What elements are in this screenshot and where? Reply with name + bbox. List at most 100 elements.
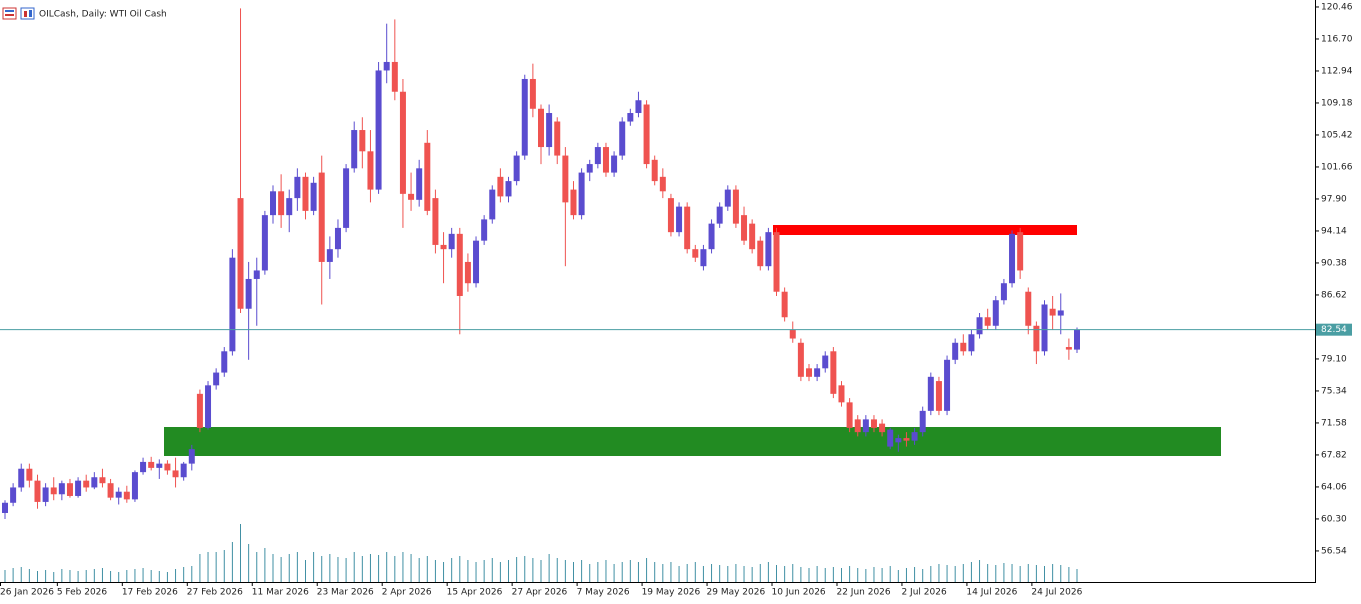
candle-body bbox=[757, 240, 764, 267]
x-tick-label: 2 Jul 2026 bbox=[901, 588, 946, 598]
candle-body bbox=[578, 172, 585, 216]
candle-body bbox=[237, 198, 244, 309]
candle-body bbox=[464, 261, 471, 284]
candle-body bbox=[1065, 347, 1072, 350]
candle-body bbox=[960, 342, 967, 352]
candle-body bbox=[270, 191, 276, 216]
candle-body bbox=[781, 291, 788, 318]
candle-body bbox=[586, 164, 593, 173]
candle-body bbox=[732, 189, 739, 224]
y-tick-label: 101.66 bbox=[1321, 162, 1353, 172]
candle-body bbox=[351, 130, 358, 169]
candle-body bbox=[806, 368, 812, 377]
candle-body bbox=[432, 198, 439, 245]
x-tick-label: 14 Jul 2026 bbox=[966, 588, 1017, 598]
resistance-zone bbox=[773, 225, 1077, 235]
candle-body bbox=[42, 487, 49, 502]
candle-body bbox=[58, 483, 65, 495]
candle-body bbox=[1017, 232, 1024, 271]
candle-body bbox=[261, 215, 268, 271]
candle-body bbox=[554, 121, 561, 156]
candle-body bbox=[1025, 291, 1032, 326]
y-tick-label: 112.94 bbox=[1321, 66, 1353, 76]
candle-body bbox=[1009, 233, 1016, 284]
candle-body bbox=[50, 487, 57, 495]
candle-body bbox=[416, 168, 423, 200]
y-tick-label: 79.10 bbox=[1321, 354, 1347, 364]
x-tick-label: 24 Jul 2026 bbox=[1031, 588, 1082, 598]
y-tick-label: 75.34 bbox=[1321, 386, 1347, 396]
candle-body bbox=[716, 206, 723, 224]
candle-body bbox=[148, 461, 155, 468]
candle-body bbox=[140, 461, 147, 473]
icon bbox=[5, 10, 14, 12]
candle-body bbox=[976, 317, 983, 335]
candle-body bbox=[164, 463, 171, 471]
x-tick-label: 27 Feb 2026 bbox=[187, 588, 243, 598]
icon bbox=[5, 14, 14, 16]
candle-body bbox=[318, 172, 325, 262]
candle-body bbox=[676, 206, 683, 233]
candle-body bbox=[879, 423, 886, 433]
candle-body bbox=[627, 113, 634, 122]
candle-body bbox=[927, 376, 934, 411]
candle-body bbox=[684, 206, 691, 250]
y-tick-label: 120.46 bbox=[1321, 2, 1353, 12]
candle-body bbox=[302, 176, 309, 211]
candle-body bbox=[26, 468, 33, 481]
candle-body bbox=[497, 176, 504, 197]
chart-title: OILCash, Daily: WTI Oil Cash bbox=[39, 10, 167, 20]
candle-body bbox=[1049, 308, 1056, 316]
candle-body bbox=[570, 189, 577, 216]
candle-body bbox=[513, 155, 520, 182]
candle-body bbox=[1041, 304, 1048, 352]
candle-body bbox=[18, 468, 25, 488]
y-tick-label: 97.90 bbox=[1321, 194, 1347, 204]
candle-body bbox=[383, 61, 390, 71]
candle-body bbox=[619, 121, 626, 156]
candle-body bbox=[196, 393, 203, 428]
candle-body bbox=[367, 151, 374, 190]
candle-body bbox=[107, 483, 114, 498]
candle-body bbox=[602, 147, 609, 173]
candle-body bbox=[919, 410, 926, 433]
candle-body bbox=[968, 334, 975, 352]
last-price-label: 82.54 bbox=[1321, 325, 1347, 335]
y-tick-label: 90.38 bbox=[1321, 258, 1347, 268]
candle-body bbox=[1000, 283, 1007, 301]
candle-body bbox=[213, 372, 220, 386]
candle-body bbox=[399, 91, 406, 194]
candle-body bbox=[408, 193, 415, 200]
candle-body bbox=[375, 70, 382, 190]
candle-body bbox=[229, 257, 236, 352]
y-tick-label: 71.58 bbox=[1321, 418, 1347, 428]
candle-body bbox=[2, 502, 8, 513]
x-tick-label: 23 Mar 2026 bbox=[317, 588, 374, 598]
y-tick-label: 56.54 bbox=[1321, 546, 1347, 556]
candle-body bbox=[830, 351, 837, 394]
y-tick-label: 64.06 bbox=[1321, 482, 1347, 492]
candle-body bbox=[789, 330, 796, 339]
x-tick-label: 22 Jun 2026 bbox=[836, 588, 890, 598]
candle-body bbox=[115, 491, 122, 498]
y-tick-label: 116.70 bbox=[1321, 34, 1353, 44]
candle-body bbox=[188, 449, 195, 464]
candle-body bbox=[521, 78, 528, 156]
candle-body bbox=[724, 189, 731, 207]
candle-body bbox=[529, 78, 536, 109]
candle-body bbox=[797, 342, 804, 377]
candle-body bbox=[91, 477, 98, 488]
candle-body bbox=[253, 270, 260, 279]
candle-body bbox=[448, 233, 455, 250]
last-price-box bbox=[1316, 323, 1352, 336]
candle-body bbox=[489, 189, 496, 220]
candle-body bbox=[887, 429, 894, 447]
candle-body bbox=[83, 480, 90, 488]
candle-body bbox=[1057, 310, 1064, 316]
candle-body bbox=[838, 385, 845, 403]
candle-body bbox=[741, 215, 748, 241]
y-tick-label: 94.14 bbox=[1321, 226, 1347, 236]
candle-body bbox=[992, 300, 999, 326]
candle-body bbox=[903, 438, 910, 441]
